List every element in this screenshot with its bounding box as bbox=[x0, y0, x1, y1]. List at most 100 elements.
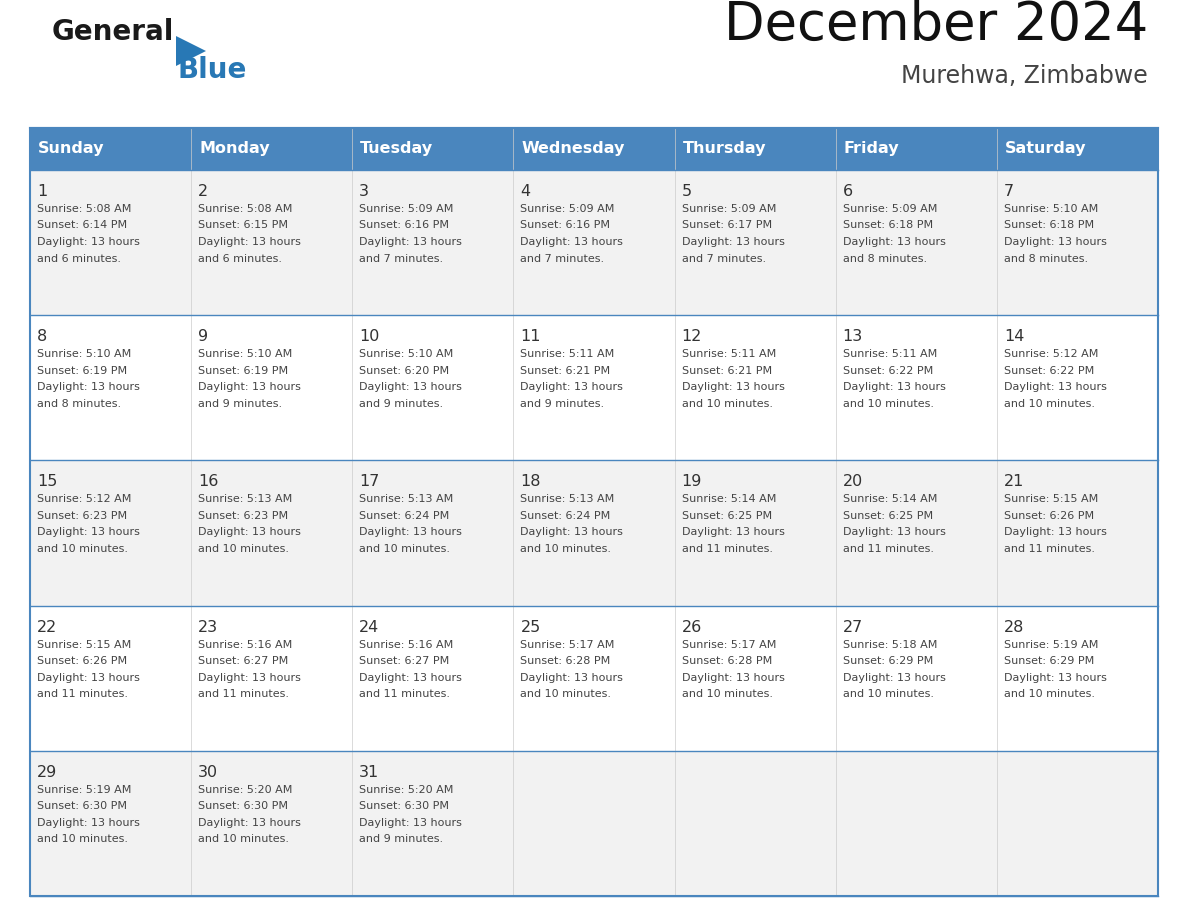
Bar bbox=[675, 315, 835, 461]
Text: and 10 minutes.: and 10 minutes. bbox=[359, 543, 450, 554]
Bar bbox=[675, 170, 835, 315]
Bar bbox=[997, 128, 1158, 170]
Text: and 9 minutes.: and 9 minutes. bbox=[359, 834, 443, 845]
Text: Sunrise: 5:17 AM: Sunrise: 5:17 AM bbox=[520, 640, 615, 650]
Text: and 7 minutes.: and 7 minutes. bbox=[682, 253, 766, 263]
Text: Sunrise: 5:10 AM: Sunrise: 5:10 AM bbox=[1004, 204, 1098, 214]
Text: Sunset: 6:16 PM: Sunset: 6:16 PM bbox=[359, 220, 449, 230]
Text: 16: 16 bbox=[198, 475, 219, 489]
Text: and 11 minutes.: and 11 minutes. bbox=[1004, 543, 1095, 554]
Text: Sunset: 6:30 PM: Sunset: 6:30 PM bbox=[359, 801, 449, 812]
Bar bbox=[675, 606, 835, 751]
Bar bbox=[997, 315, 1158, 461]
Text: 5: 5 bbox=[682, 184, 691, 199]
Text: 17: 17 bbox=[359, 475, 380, 489]
Text: Sunrise: 5:11 AM: Sunrise: 5:11 AM bbox=[682, 349, 776, 359]
Text: Sunset: 6:22 PM: Sunset: 6:22 PM bbox=[842, 365, 933, 375]
Text: and 11 minutes.: and 11 minutes. bbox=[37, 689, 128, 700]
Bar bbox=[513, 751, 675, 896]
Text: Daylight: 13 hours: Daylight: 13 hours bbox=[359, 528, 462, 537]
Bar bbox=[191, 315, 353, 461]
Text: Sunrise: 5:09 AM: Sunrise: 5:09 AM bbox=[682, 204, 776, 214]
Bar bbox=[191, 128, 353, 170]
Bar bbox=[191, 461, 353, 606]
Bar bbox=[997, 606, 1158, 751]
Bar bbox=[353, 751, 513, 896]
Bar bbox=[835, 128, 997, 170]
Text: Sunday: Sunday bbox=[38, 141, 105, 156]
Text: 14: 14 bbox=[1004, 330, 1024, 344]
Text: Sunrise: 5:14 AM: Sunrise: 5:14 AM bbox=[682, 495, 776, 504]
Text: and 10 minutes.: and 10 minutes. bbox=[37, 543, 128, 554]
Text: Sunset: 6:22 PM: Sunset: 6:22 PM bbox=[1004, 365, 1094, 375]
Text: Sunrise: 5:19 AM: Sunrise: 5:19 AM bbox=[1004, 640, 1098, 650]
Text: 25: 25 bbox=[520, 620, 541, 634]
Text: Sunset: 6:24 PM: Sunset: 6:24 PM bbox=[359, 511, 449, 521]
Text: Sunrise: 5:13 AM: Sunrise: 5:13 AM bbox=[198, 495, 292, 504]
Bar bbox=[30, 461, 191, 606]
Bar bbox=[191, 751, 353, 896]
Bar bbox=[513, 461, 675, 606]
Text: and 11 minutes.: and 11 minutes. bbox=[842, 543, 934, 554]
Text: 19: 19 bbox=[682, 475, 702, 489]
Text: and 6 minutes.: and 6 minutes. bbox=[37, 253, 121, 263]
Text: and 10 minutes.: and 10 minutes. bbox=[842, 398, 934, 409]
Bar bbox=[353, 315, 513, 461]
Text: Sunset: 6:20 PM: Sunset: 6:20 PM bbox=[359, 365, 449, 375]
Text: Daylight: 13 hours: Daylight: 13 hours bbox=[520, 528, 624, 537]
Text: 20: 20 bbox=[842, 475, 862, 489]
Text: and 10 minutes.: and 10 minutes. bbox=[682, 398, 772, 409]
Bar bbox=[353, 461, 513, 606]
Bar bbox=[835, 606, 997, 751]
Text: 27: 27 bbox=[842, 620, 862, 634]
Text: Daylight: 13 hours: Daylight: 13 hours bbox=[359, 237, 462, 247]
Text: Sunset: 6:27 PM: Sunset: 6:27 PM bbox=[198, 656, 289, 666]
Text: and 10 minutes.: and 10 minutes. bbox=[1004, 689, 1095, 700]
Bar bbox=[513, 170, 675, 315]
Text: Sunset: 6:21 PM: Sunset: 6:21 PM bbox=[682, 365, 772, 375]
Text: and 10 minutes.: and 10 minutes. bbox=[198, 834, 289, 845]
Text: 6: 6 bbox=[842, 184, 853, 199]
Text: Daylight: 13 hours: Daylight: 13 hours bbox=[1004, 673, 1107, 683]
Text: 18: 18 bbox=[520, 475, 541, 489]
Bar bbox=[191, 170, 353, 315]
Text: and 10 minutes.: and 10 minutes. bbox=[842, 689, 934, 700]
Text: Sunset: 6:30 PM: Sunset: 6:30 PM bbox=[198, 801, 289, 812]
Bar bbox=[30, 315, 191, 461]
Text: and 9 minutes.: and 9 minutes. bbox=[520, 398, 605, 409]
Text: Sunrise: 5:15 AM: Sunrise: 5:15 AM bbox=[37, 640, 131, 650]
Text: 29: 29 bbox=[37, 765, 57, 779]
Text: Sunrise: 5:10 AM: Sunrise: 5:10 AM bbox=[359, 349, 454, 359]
Text: Sunrise: 5:18 AM: Sunrise: 5:18 AM bbox=[842, 640, 937, 650]
Text: and 10 minutes.: and 10 minutes. bbox=[682, 689, 772, 700]
Text: Sunset: 6:18 PM: Sunset: 6:18 PM bbox=[1004, 220, 1094, 230]
Text: Sunset: 6:19 PM: Sunset: 6:19 PM bbox=[37, 365, 127, 375]
Bar bbox=[513, 128, 675, 170]
Text: Sunset: 6:28 PM: Sunset: 6:28 PM bbox=[520, 656, 611, 666]
Text: Sunrise: 5:08 AM: Sunrise: 5:08 AM bbox=[198, 204, 292, 214]
Text: Daylight: 13 hours: Daylight: 13 hours bbox=[1004, 237, 1107, 247]
Text: 8: 8 bbox=[37, 330, 48, 344]
Text: 31: 31 bbox=[359, 765, 379, 779]
Text: Daylight: 13 hours: Daylight: 13 hours bbox=[37, 673, 140, 683]
Text: Saturday: Saturday bbox=[1005, 141, 1086, 156]
Text: Daylight: 13 hours: Daylight: 13 hours bbox=[359, 673, 462, 683]
Bar bbox=[30, 751, 191, 896]
Text: Sunset: 6:14 PM: Sunset: 6:14 PM bbox=[37, 220, 127, 230]
Bar bbox=[191, 606, 353, 751]
Text: Sunset: 6:30 PM: Sunset: 6:30 PM bbox=[37, 801, 127, 812]
Text: Sunrise: 5:10 AM: Sunrise: 5:10 AM bbox=[198, 349, 292, 359]
Text: Daylight: 13 hours: Daylight: 13 hours bbox=[842, 673, 946, 683]
Bar bbox=[675, 128, 835, 170]
Bar bbox=[353, 170, 513, 315]
Text: and 11 minutes.: and 11 minutes. bbox=[359, 689, 450, 700]
Text: 24: 24 bbox=[359, 620, 379, 634]
Text: and 7 minutes.: and 7 minutes. bbox=[520, 253, 605, 263]
Text: Sunset: 6:25 PM: Sunset: 6:25 PM bbox=[682, 511, 772, 521]
Text: Daylight: 13 hours: Daylight: 13 hours bbox=[37, 237, 140, 247]
Text: Sunset: 6:21 PM: Sunset: 6:21 PM bbox=[520, 365, 611, 375]
Text: and 7 minutes.: and 7 minutes. bbox=[359, 253, 443, 263]
Text: 3: 3 bbox=[359, 184, 369, 199]
Text: Daylight: 13 hours: Daylight: 13 hours bbox=[37, 528, 140, 537]
Text: and 11 minutes.: and 11 minutes. bbox=[682, 543, 772, 554]
